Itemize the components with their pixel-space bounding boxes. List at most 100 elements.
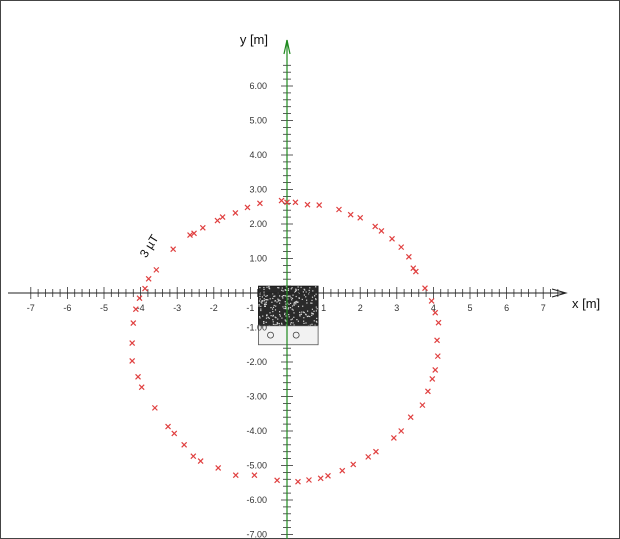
device-speckle (301, 298, 303, 300)
device-speckle (311, 323, 313, 325)
device-speckle (285, 295, 287, 297)
device-speckle (279, 311, 281, 313)
device-speckle (314, 295, 316, 297)
device-speckle (303, 294, 305, 296)
device-speckle (259, 316, 261, 318)
device-speckle (311, 312, 313, 314)
device-speckle (295, 288, 297, 290)
device-speckle (293, 316, 295, 318)
contour-point (214, 217, 221, 224)
x-tick-label: -7 (27, 303, 35, 313)
device-speckle (264, 304, 266, 306)
device-speckle (283, 295, 285, 297)
device-speckle (315, 299, 317, 301)
contour-point (405, 253, 412, 260)
device-speckle (285, 315, 287, 317)
contour-point (132, 306, 139, 313)
device-speckle (277, 318, 279, 320)
device-speckle (316, 308, 318, 310)
y-tick-label: 6.00 (249, 81, 267, 91)
x-tick-label: 7 (541, 303, 546, 313)
device-speckle (279, 314, 281, 316)
device-speckle (308, 293, 310, 295)
contour-point (419, 402, 426, 409)
x-tick-label: 4 (431, 303, 436, 313)
contour-point (434, 353, 441, 360)
device-speckle (263, 303, 266, 306)
device-speckle (282, 295, 284, 297)
device-speckle (313, 320, 315, 322)
contour-point (129, 340, 136, 346)
contour-point (372, 223, 379, 230)
device-speckle (294, 291, 296, 293)
device-speckle (265, 301, 267, 303)
device-speckle (312, 313, 314, 315)
device-speckle (303, 322, 305, 324)
device-speckle (266, 286, 268, 288)
device-speckle (307, 310, 309, 312)
device-speckle (260, 309, 262, 312)
device-speckle (266, 299, 268, 301)
device-speckle (295, 290, 297, 292)
contour-point (390, 434, 397, 441)
device-speckle (284, 305, 286, 307)
contour-point (407, 414, 414, 421)
y-tick-label: 3.00 (249, 185, 267, 195)
device-speckle (290, 322, 292, 324)
device-speckle (288, 303, 290, 305)
contour-point (170, 246, 177, 253)
device-speckle (265, 295, 267, 297)
contour-point (357, 214, 364, 221)
device-speckle (291, 305, 294, 307)
device-speckle (290, 288, 292, 290)
device-speckle (282, 290, 284, 292)
device-speckle (311, 308, 313, 310)
device-speckle (303, 312, 305, 314)
device-speckle (284, 313, 286, 316)
device-speckle (306, 299, 308, 301)
contour-point (347, 211, 354, 218)
device-speckle (291, 287, 293, 289)
device-speckle (294, 301, 296, 303)
device-speckle (311, 299, 313, 301)
device-speckle (297, 301, 299, 303)
device-speckle (279, 300, 281, 302)
device-speckle (285, 308, 287, 310)
device-speckle (260, 305, 262, 307)
device-speckle (260, 301, 262, 303)
device-icon[interactable] (258, 285, 319, 346)
device-speckle (277, 298, 279, 300)
device-speckle (295, 303, 297, 305)
device-speckle (313, 310, 315, 312)
device-speckle (284, 289, 286, 291)
device-speckle (300, 286, 302, 288)
y-axis-title: y [m] (240, 32, 268, 47)
device-speckle (315, 306, 317, 308)
contour-point (373, 448, 379, 455)
device-speckle (263, 291, 265, 293)
device-speckle (283, 307, 285, 310)
device-speckle (281, 322, 283, 324)
contour-point (138, 384, 145, 391)
device-speckle (277, 322, 279, 324)
device-speckle (281, 317, 283, 319)
device-speckle (315, 310, 317, 312)
device-speckle (291, 299, 293, 301)
device-speckle (272, 321, 274, 323)
device-speckle (297, 286, 299, 288)
device-speckle (296, 319, 298, 321)
device-speckle (284, 312, 286, 314)
device-speckle (263, 288, 265, 290)
device-speckle (279, 315, 281, 317)
device-speckle (305, 296, 307, 298)
device-speckle (316, 317, 318, 319)
contour-point (434, 337, 440, 344)
device-speckle (303, 320, 305, 322)
device-speckle (284, 307, 287, 310)
device-speckle (284, 301, 286, 303)
contour-point (165, 423, 171, 430)
device-speckle (263, 322, 265, 324)
device-speckle (288, 295, 290, 297)
device-speckle (302, 305, 304, 307)
